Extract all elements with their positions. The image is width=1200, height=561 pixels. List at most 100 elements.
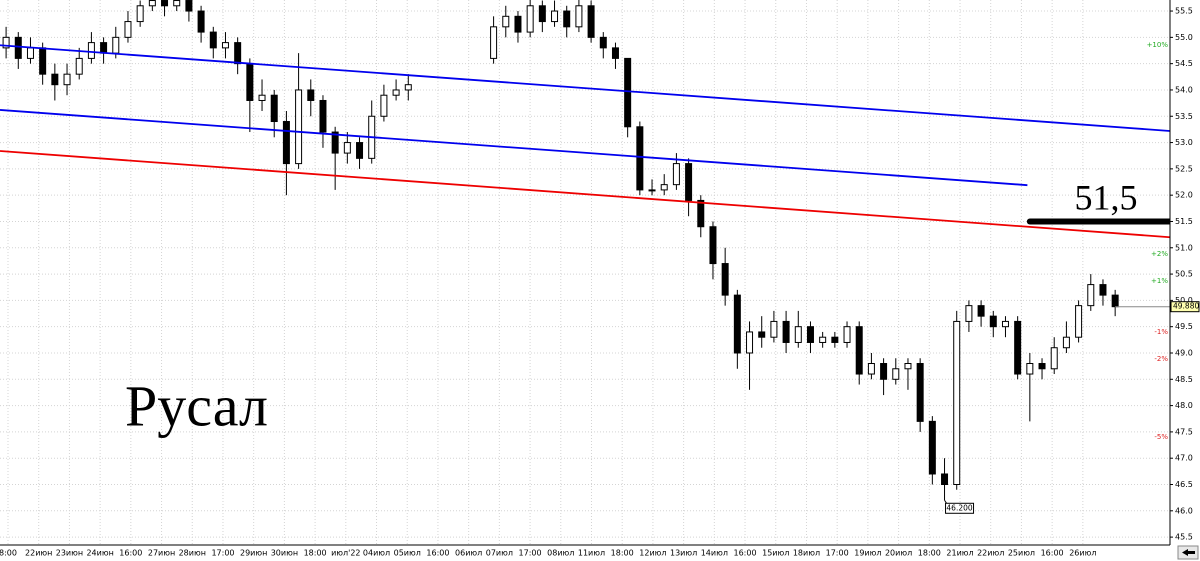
candle-body (197, 10, 205, 33)
x-tick-label: 13июл (670, 549, 697, 558)
candle-body (892, 368, 900, 380)
x-tick-label: 22июл (977, 549, 1004, 558)
candle-body (551, 10, 559, 23)
candle-body (599, 36, 607, 49)
y-tick-label: 55.0 (1175, 33, 1193, 42)
candle-body (514, 15, 522, 33)
candle-body (282, 121, 290, 165)
candle-body (100, 42, 108, 54)
candle-body (295, 89, 303, 165)
y-tick-label: 49.5 (1175, 322, 1193, 331)
candle-body (538, 5, 546, 23)
grid (0, 0, 1170, 545)
x-tick-label: 16:00 (1041, 549, 1064, 558)
percent-label: +1% (1151, 277, 1168, 285)
candle-body (1111, 294, 1119, 308)
arrow-icon (1182, 549, 1195, 556)
x-tick-label: 15июл (762, 549, 789, 558)
candle-body (685, 163, 693, 201)
candle-body (124, 21, 132, 38)
y-tick-label: 55.5 (1175, 7, 1193, 16)
candle-body (380, 94, 388, 117)
candle-body (331, 131, 339, 154)
candle-body (624, 57, 632, 128)
candle-body (697, 199, 705, 228)
y-tick-label: 46.0 (1175, 506, 1193, 515)
candle-body (404, 84, 412, 91)
y-tick-label: 52.0 (1175, 191, 1193, 200)
x-tick-label: 05июл (394, 549, 421, 558)
candle-body (173, 0, 181, 7)
candle-body (941, 473, 949, 486)
percent-label: -2% (1154, 355, 1168, 363)
x-tick-label: 18:00 (918, 549, 941, 558)
x-tick-label: 20июл (885, 549, 912, 558)
x-tick-label: 22июн (25, 549, 52, 558)
y-tick-label: 51.0 (1175, 243, 1193, 252)
candle-body (51, 73, 59, 86)
y-tick-label: 52.5 (1175, 164, 1193, 173)
candle-body (1087, 284, 1095, 307)
candle-body (1099, 284, 1107, 296)
candle-body (258, 94, 266, 101)
percent-label: -1% (1154, 328, 1168, 336)
candle-body (733, 294, 741, 354)
level-label: 51,5 (1075, 178, 1138, 218)
candle-body (575, 5, 583, 28)
y-tick-label: 45.5 (1175, 533, 1193, 542)
candle-body (234, 42, 242, 65)
x-tick-label: 21июл (946, 549, 973, 558)
x-tick-label: 18:00 (304, 549, 327, 558)
low-label: 46.200 (946, 503, 972, 512)
candle-body (587, 5, 595, 38)
candle-body (39, 47, 47, 75)
percent-label: +2% (1151, 250, 1168, 258)
candle-body (721, 263, 729, 296)
x-tick-label: 17:00 (211, 549, 234, 558)
candle-body (746, 331, 754, 354)
y-tick-label: 54.0 (1175, 85, 1193, 94)
x-tick-label: 8:00 (0, 549, 17, 558)
x-tick-label: 23июн (56, 549, 83, 558)
x-tick-label: 27июн (148, 549, 175, 558)
y-tick-label: 50.5 (1175, 270, 1193, 279)
x-tick-label: 07июл (486, 549, 513, 558)
x-tick-label: 30июн (271, 549, 298, 558)
candle-body (928, 420, 936, 475)
last-price-box (1170, 301, 1200, 313)
percent-label: +10% (1147, 41, 1169, 49)
candle-body (319, 99, 327, 133)
candle-body (63, 73, 71, 86)
x-tick-label: 19июл (854, 549, 881, 558)
x-tick-label: 06июл (455, 549, 482, 558)
candle-body (953, 320, 961, 486)
trend-line (0, 150, 1170, 239)
candle-body (819, 336, 827, 343)
candle-body (989, 315, 997, 328)
candle-body (965, 305, 973, 322)
x-tick-label: 16:00 (119, 549, 142, 558)
x-tick-label: 04июл (363, 549, 390, 558)
x-tick-label: 14июл (701, 549, 728, 558)
y-tick-label: 51.5 (1175, 217, 1193, 226)
x-tick-label: 26июл (1069, 549, 1096, 558)
candle-body (356, 142, 364, 159)
y-tick-label: 54.5 (1175, 59, 1193, 68)
candle-body (977, 305, 985, 317)
y-tick-label: 48.0 (1175, 401, 1193, 410)
candle-body (563, 10, 571, 28)
y-tick-label: 48.5 (1175, 375, 1193, 384)
candle-body (916, 363, 924, 422)
x-tick-label: 11июл (578, 549, 605, 558)
candle-body (770, 320, 778, 338)
x-tick-label: 12июл (639, 549, 666, 558)
candle-body (855, 326, 863, 375)
candle-body (867, 363, 875, 375)
candle-body (843, 326, 851, 343)
chart-title: Русал (125, 373, 268, 438)
candle-body (161, 0, 169, 7)
y-tick-label: 50.0 (1175, 296, 1193, 305)
candle-body (611, 47, 619, 59)
y-tick-label: 53.5 (1175, 112, 1193, 121)
